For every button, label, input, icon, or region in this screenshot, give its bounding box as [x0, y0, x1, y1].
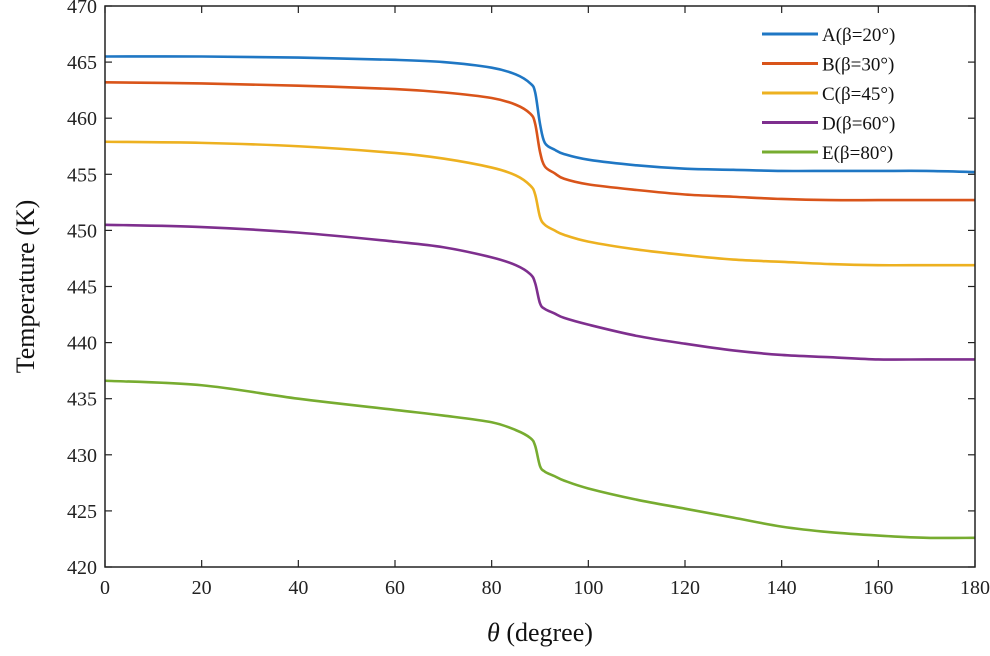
y-tick-label: 425 [67, 501, 97, 523]
x-tick-label: 160 [863, 577, 893, 599]
series-line-e [104, 379, 976, 540]
series-line-a [104, 55, 976, 174]
x-tick-label: 20 [192, 577, 212, 599]
series-line-b [104, 81, 975, 202]
y-tick-label: 435 [67, 389, 97, 411]
legend-label: D(β=60°) [822, 114, 895, 135]
x-tick-label: 40 [288, 577, 308, 599]
y-tick-label: 455 [67, 164, 97, 186]
y-tick-label: 440 [67, 333, 97, 355]
x-tick-label: 180 [960, 577, 990, 599]
x-tick-label: 60 [385, 577, 405, 599]
ticks: 0 20 40 60 80 100 120 140 160 180 420 425 430 435 440 4… [67, 0, 990, 599]
y-tick-label: 470 [67, 0, 97, 18]
x-tick-label: 120 [670, 577, 700, 599]
plot-lines [104, 55, 976, 540]
y-tick-label: 445 [67, 277, 97, 299]
legend-label: A(β=20°) [822, 25, 895, 46]
y-tick-label: 460 [67, 108, 97, 130]
x-tick-label: 140 [767, 577, 797, 599]
x-axis-label-variable: θ [487, 618, 500, 647]
x-axis-label-unit: (degree) [500, 618, 593, 647]
series-line-d [104, 223, 975, 361]
legend-label: C(β=45°) [822, 84, 894, 105]
y-tick-label: 465 [67, 52, 97, 74]
x-tick-label: 0 [100, 577, 110, 599]
x-tick-label: 80 [482, 577, 502, 599]
y-tick-label: 420 [67, 557, 97, 579]
legend-label: E(β=80°) [822, 143, 893, 164]
y-tick-label: 450 [67, 220, 97, 242]
y-axis-label: Temperature (K) [11, 200, 40, 374]
legend: A(β=20°) B(β=30°) C(β=45°) D(β=60°) E(β=80°) [762, 25, 895, 164]
legend-label: B(β=30°) [822, 55, 894, 76]
series-line-c [104, 140, 975, 267]
x-axis-label: θ (degree) [487, 618, 593, 647]
y-tick-label: 430 [67, 445, 97, 467]
x-tick-label: 100 [573, 577, 603, 599]
